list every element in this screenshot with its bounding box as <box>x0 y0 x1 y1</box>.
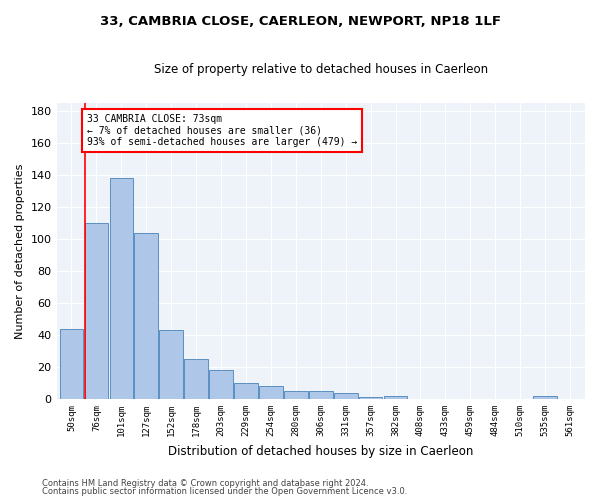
Bar <box>334 392 358 399</box>
Bar <box>309 391 332 399</box>
Y-axis label: Number of detached properties: Number of detached properties <box>15 164 25 338</box>
Bar <box>184 359 208 399</box>
Bar <box>384 396 407 399</box>
Bar <box>284 391 308 399</box>
Bar <box>359 398 382 399</box>
Bar <box>259 386 283 399</box>
Bar <box>85 223 108 399</box>
Bar <box>209 370 233 399</box>
Bar <box>59 328 83 399</box>
Text: 33 CAMBRIA CLOSE: 73sqm
← 7% of detached houses are smaller (36)
93% of semi-det: 33 CAMBRIA CLOSE: 73sqm ← 7% of detached… <box>87 114 357 148</box>
Text: 33, CAMBRIA CLOSE, CAERLEON, NEWPORT, NP18 1LF: 33, CAMBRIA CLOSE, CAERLEON, NEWPORT, NP… <box>100 15 500 28</box>
Text: Contains public sector information licensed under the Open Government Licence v3: Contains public sector information licen… <box>42 487 407 496</box>
Text: Contains HM Land Registry data © Crown copyright and database right 2024.: Contains HM Land Registry data © Crown c… <box>42 478 368 488</box>
Bar <box>160 330 183 399</box>
Bar <box>134 232 158 399</box>
Bar <box>234 383 258 399</box>
Bar <box>110 178 133 399</box>
Title: Size of property relative to detached houses in Caerleon: Size of property relative to detached ho… <box>154 62 488 76</box>
Bar <box>533 396 557 399</box>
X-axis label: Distribution of detached houses by size in Caerleon: Distribution of detached houses by size … <box>168 444 473 458</box>
